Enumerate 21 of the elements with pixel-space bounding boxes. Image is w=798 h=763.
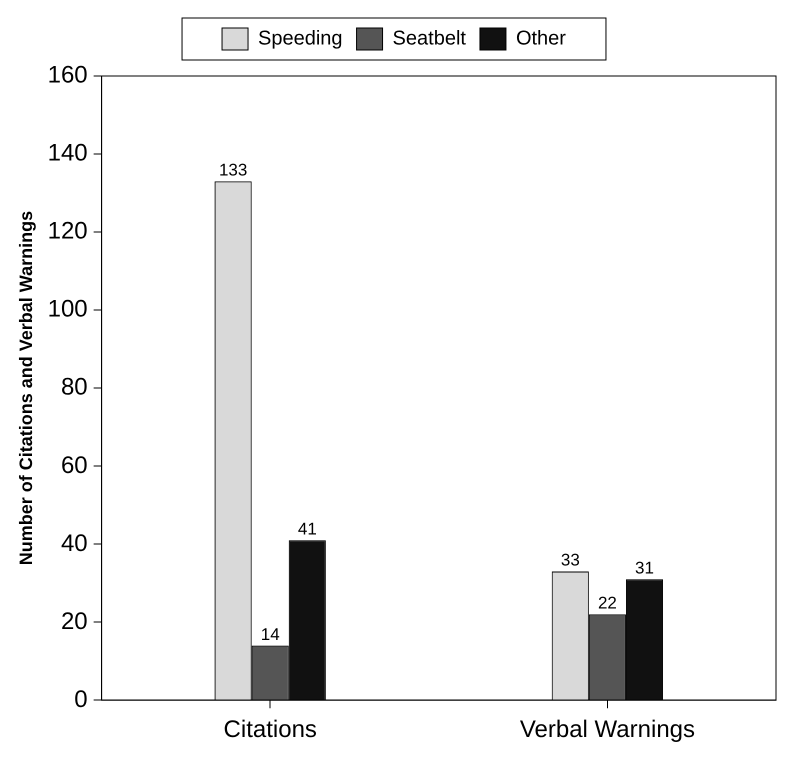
data-label: 31 bbox=[635, 558, 654, 578]
y-tick-label: 40 bbox=[60, 530, 88, 557]
y-tick-label: 140 bbox=[48, 140, 88, 167]
data-label: 22 bbox=[598, 594, 617, 613]
y-tick-label: 80 bbox=[60, 374, 88, 401]
legend-label: Other bbox=[516, 28, 566, 50]
data-label: 14 bbox=[260, 624, 280, 644]
y-tick-label: 100 bbox=[48, 296, 88, 323]
legend-label: Speeding bbox=[258, 28, 343, 50]
y-tick-label: 0 bbox=[74, 686, 88, 713]
legend-label: Seatbelt bbox=[392, 28, 466, 50]
data-label: 41 bbox=[298, 519, 317, 538]
data-label: 33 bbox=[560, 550, 580, 570]
data-label: 133 bbox=[218, 160, 248, 180]
y-tick-label: 120 bbox=[48, 218, 88, 245]
x-tick-label: Citations bbox=[224, 716, 317, 744]
x-tick-label: Verbal Warnings bbox=[520, 716, 696, 744]
y-tick-label: 60 bbox=[60, 452, 88, 479]
y-tick-label: 20 bbox=[60, 608, 88, 635]
y-tick-label: 160 bbox=[48, 62, 88, 89]
y-axis-title: Number of Citations and Verbal Warnings bbox=[16, 210, 36, 566]
